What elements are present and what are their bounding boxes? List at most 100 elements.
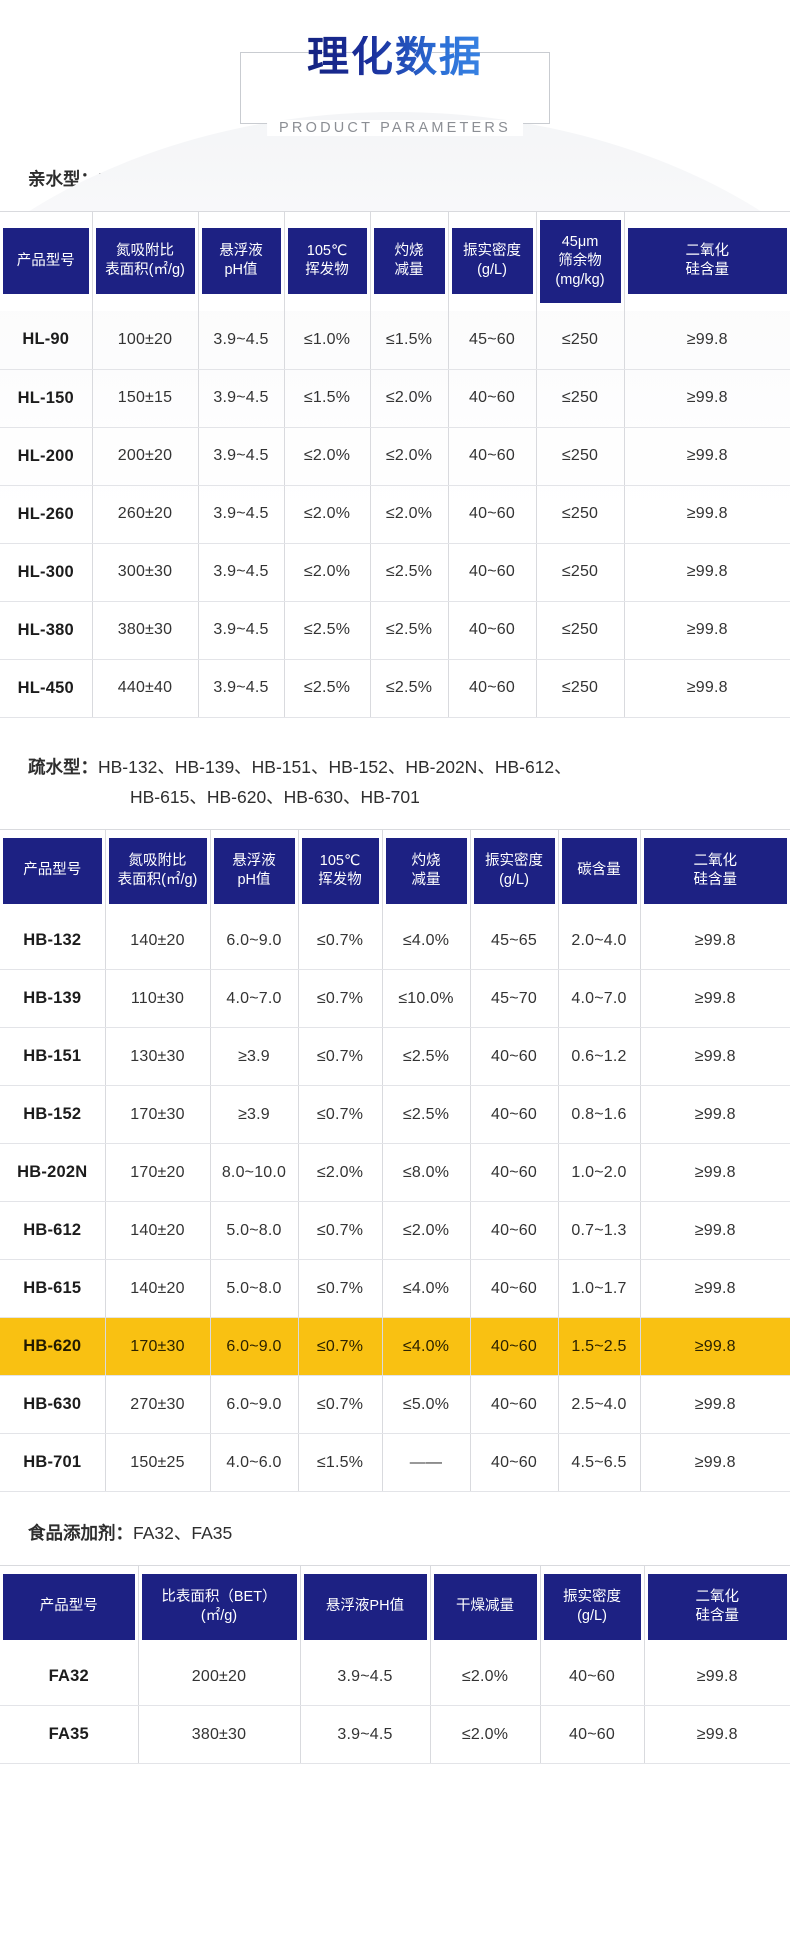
col-header-ignition-loss: 灼烧 减量: [381, 829, 471, 912]
header-row: 产品型号 比表面积（BET） (㎡/g) 悬浮液PH值 干燥减量 振实密度 (g/L…: [0, 1565, 790, 1648]
cell-value: 0.6~1.2: [557, 1027, 641, 1087]
cell-value: ≤1.5%: [297, 1433, 383, 1493]
title-frame: 理化数据 PRODUCT PARAMETERS: [240, 36, 550, 136]
cell-value: ≤2.5%: [369, 659, 449, 718]
section-hydrophilic: 亲水型：HL-90、HL-150、HL-200、HL-260、HL-300、HL…: [0, 164, 790, 718]
cell-value: ≤2.0%: [381, 1201, 471, 1261]
col-header-line: (g/L): [477, 262, 507, 279]
cell-value: ≤4.0%: [381, 1317, 471, 1377]
cell-value: 40~60: [469, 1143, 559, 1203]
spec-table-food-additive: 产品型号 比表面积（BET） (㎡/g) 悬浮液PH值 干燥减量 振实密度 (g/L…: [0, 1564, 790, 1765]
cell-value: 45~70: [469, 969, 559, 1029]
table-wrap-food-additive: 产品型号 比表面积（BET） (㎡/g) 悬浮液PH值 干燥减量 振实密度 (g/L…: [0, 1564, 790, 1765]
cell-value: 3.9~4.5: [299, 1647, 431, 1707]
cell-model: HB-701: [0, 1433, 106, 1493]
col-header-line: (g/L): [577, 1607, 607, 1624]
col-header-drying-loss: 干燥减量: [429, 1565, 541, 1648]
col-header-line: (mg/kg): [555, 271, 605, 288]
cell-value: ≤2.0%: [429, 1647, 541, 1707]
cell-value: 5.0~8.0: [209, 1259, 299, 1319]
cell-value: 40~60: [447, 369, 537, 428]
cell-value: ≤2.0%: [369, 369, 449, 428]
cell-value: 100±20: [91, 311, 199, 370]
cell-value: ≤2.5%: [381, 1027, 471, 1087]
cell-value: 150±25: [104, 1433, 211, 1493]
cell-value: 40~60: [447, 659, 537, 718]
cell-value: ≤2.0%: [369, 485, 449, 544]
col-header-model: 产品型号: [0, 211, 93, 311]
col-header-line: 减量: [394, 262, 424, 279]
cell-value: 40~60: [469, 1259, 559, 1319]
section-food-additive: 食品添加剂：FA32、FA35 产品型号 比表面积（BET） (㎡/g) 悬浮液P…: [0, 1518, 790, 1765]
col-header-ph: 悬浮液PH值: [299, 1565, 431, 1648]
cell-model: HB-151: [0, 1027, 106, 1087]
cell-value: 40~60: [447, 485, 537, 544]
cell-value: 1.0~2.0: [557, 1143, 641, 1203]
col-header-line: 二氧化: [693, 852, 738, 869]
col-header-line: 筛余物: [558, 252, 602, 269]
table-row: FA32 200±20 3.9~4.5 ≤2.0% 40~60 ≥99.8: [0, 1647, 790, 1707]
table-row: FA35 380±30 3.9~4.5 ≤2.0% 40~60 ≥99.8: [0, 1705, 790, 1765]
cell-value: ≤1.5%: [283, 369, 371, 428]
cell-value: 270±30: [104, 1375, 211, 1435]
cell-model: HL-200: [0, 427, 93, 486]
cell-value: ≥99.8: [623, 311, 790, 370]
col-header-line: (g/L): [499, 871, 529, 888]
cell-value: ≤0.7%: [297, 1317, 383, 1377]
cell-model: HL-90: [0, 311, 93, 370]
cell-value: ≥99.8: [639, 1201, 790, 1261]
page-header: 理化数据 PRODUCT PARAMETERS: [0, 0, 790, 136]
cell-value: 40~60: [447, 543, 537, 602]
caption-lead: 疏水型：: [28, 756, 98, 777]
col-header-line: 二氧化: [695, 1588, 740, 1605]
cell-value: 4.5~6.5: [557, 1433, 641, 1493]
cell-value: 4.0~7.0: [209, 969, 299, 1029]
cell-value: ≤2.0%: [283, 485, 371, 544]
cell-value: 3.9~4.5: [197, 485, 285, 544]
cell-model: HB-612: [0, 1201, 106, 1261]
cell-value: 4.0~6.0: [209, 1433, 299, 1493]
table-row: HB-152 170±30 ≥3.9 ≤0.7% ≤2.5% 40~60 0.8~1.6 ≥9…: [0, 1085, 790, 1145]
cell-model: HB-615: [0, 1259, 106, 1319]
cell-value: ≥99.8: [639, 1143, 790, 1203]
cell-value: ≥99.8: [639, 1259, 790, 1319]
cell-value: ≤250: [535, 659, 625, 718]
cell-value: 130±30: [104, 1027, 211, 1087]
cell-value: 40~60: [447, 427, 537, 486]
cell-model: HB-620: [0, 1317, 106, 1377]
col-header-surface-area: 氮吸附比 表面积(㎡/g): [104, 829, 211, 912]
frame-line-top-right: [432, 52, 550, 53]
cell-value: 40~60: [447, 601, 537, 660]
frame-line-top-left: [240, 52, 358, 53]
cell-value: ≤2.0%: [429, 1705, 541, 1765]
table-row: HB-630 270±30 6.0~9.0 ≤0.7% ≤5.0% 40~60 2.5~4.…: [0, 1375, 790, 1435]
cell-value: 150±15: [91, 369, 199, 428]
col-header-line: pH值: [237, 871, 271, 888]
caption-line-1: FA32、FA35: [133, 1523, 233, 1544]
cell-value: 45~60: [447, 311, 537, 370]
cell-value: 8.0~10.0: [209, 1143, 299, 1203]
col-header-line: 硅含量: [693, 871, 738, 888]
cell-value: ≥99.8: [639, 1433, 790, 1493]
cell-value: 200±20: [91, 427, 199, 486]
cell-value: ≤2.5%: [283, 659, 371, 718]
col-header-line: pH值: [224, 262, 258, 279]
page-title: 理化数据: [293, 36, 497, 78]
table-row: HL-300 300±30 3.9~4.5 ≤2.0% ≤2.5% 40~60 ≤250 ≥9…: [0, 543, 790, 602]
col-header-volatiles: 105℃ 挥发物: [283, 211, 371, 311]
cell-model: HL-260: [0, 485, 93, 544]
table-row: HB-701 150±25 4.0~6.0 ≤1.5% —— 40~60 4.5~6.5 ≥9…: [0, 1433, 790, 1493]
cell-value: 440±40: [91, 659, 199, 718]
col-header-carbon-content: 碳含量: [557, 829, 641, 912]
cell-value: ≤1.0%: [283, 311, 371, 370]
col-header-line: 悬浮液: [219, 243, 263, 260]
cell-value: ≥99.8: [623, 659, 790, 718]
table-row: HB-202N 170±20 8.0~10.0 ≤2.0% ≤8.0% 40~60 1.0~…: [0, 1143, 790, 1203]
cell-value: ≤250: [535, 543, 625, 602]
cell-value: ≤0.7%: [297, 1259, 383, 1319]
col-header-model: 产品型号: [0, 829, 106, 912]
col-header-bet-surface-area: 比表面积（BET） (㎡/g): [137, 1565, 301, 1648]
table-head: 产品型号 氮吸附比 表面积(㎡/g) 悬浮液 pH值 105℃ 挥发物 灼烧 减量 振实…: [0, 829, 790, 912]
header-row: 产品型号 氮吸附比 表面积(㎡/g) 悬浮液 pH值 105℃ 挥发物 灼烧 减量 振实…: [0, 211, 790, 311]
cell-value: ≤0.7%: [297, 911, 383, 971]
